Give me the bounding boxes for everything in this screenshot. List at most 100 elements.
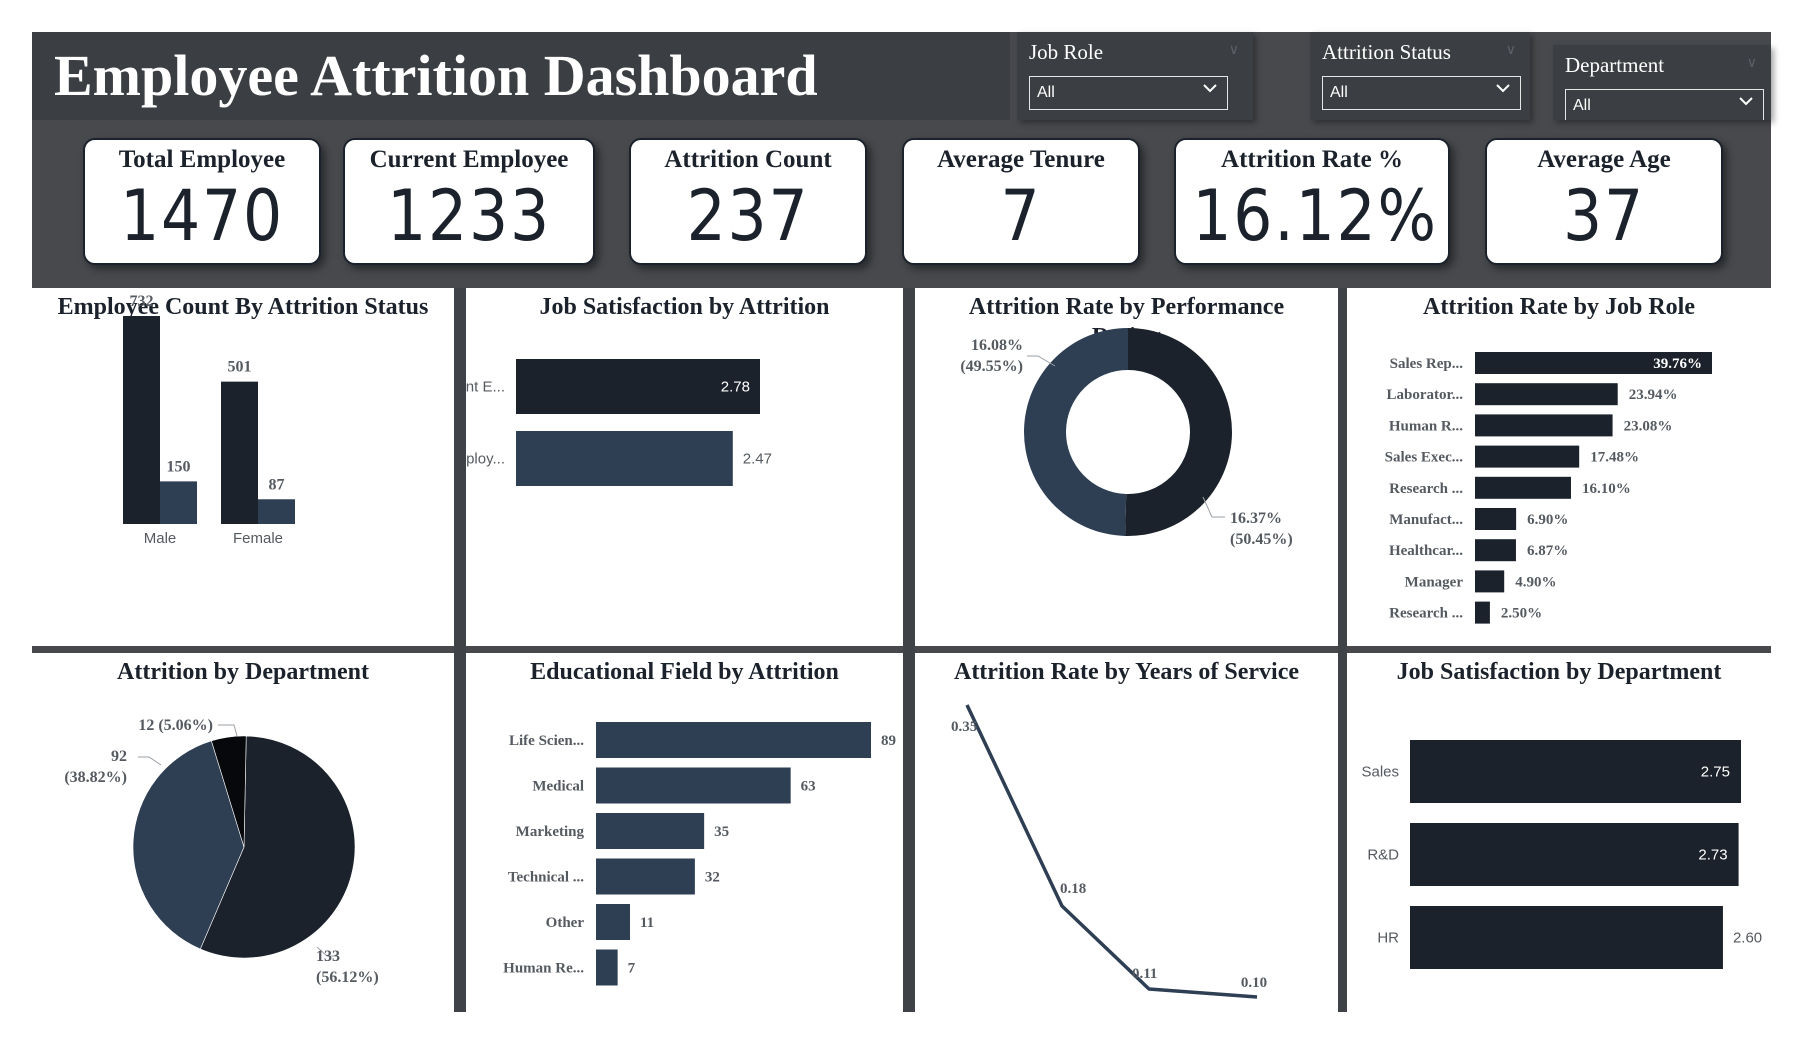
slicer-attrition-status: Attrition Status ∨ All	[1310, 32, 1530, 120]
bar	[596, 767, 791, 804]
kpi-card-average-age: Average Age 37	[1485, 138, 1723, 265]
data-label: 6.87%	[1527, 543, 1568, 559]
department-dropdown[interactable]: All	[1565, 89, 1764, 120]
y-tick-label: Research ...	[1389, 606, 1463, 622]
bar	[221, 381, 258, 524]
x-tick-label: Male	[144, 530, 177, 547]
data-label: (56.12%)	[316, 969, 379, 986]
chart-performance-rating: 16.37% (50.45%) 16.08% (49.55%)	[960, 328, 1293, 548]
data-label: 23.08%	[1624, 418, 1673, 434]
data-label: 2.78	[721, 379, 750, 396]
kpi-label: Average Tenure	[937, 146, 1105, 173]
slicer-department: Department ∨ All	[1553, 45, 1771, 120]
series-line	[965, 704, 1258, 999]
y-tick-label: HR	[1377, 930, 1399, 947]
data-label: (49.55%)	[960, 358, 1023, 375]
y-tick-label: Current E...	[466, 379, 505, 396]
panel-job-satisfaction-by-attrition: Job Satisfaction by Attrition Current E.…	[466, 288, 903, 646]
y-tick-label: Sales Exec...	[1385, 450, 1464, 466]
leader-line	[218, 724, 238, 737]
y-tick-label: Manufact...	[1389, 512, 1463, 528]
bar	[596, 949, 618, 986]
bar	[1410, 823, 1739, 886]
kpi-card-total-employee: Total Employee 1470	[83, 138, 321, 265]
data-label: 133	[316, 948, 340, 965]
data-label: (50.45%)	[1230, 531, 1293, 548]
chevron-down-icon[interactable]: ∨	[1746, 56, 1757, 71]
data-label: 16.37%	[1230, 510, 1282, 527]
kpi-label: Attrition Count	[664, 146, 832, 173]
bar	[1475, 476, 1571, 499]
bar	[1475, 445, 1580, 468]
data-label: 11	[640, 915, 654, 931]
data-label: 23.94%	[1629, 387, 1678, 403]
slicer-label: Job Role	[1029, 40, 1104, 64]
data-label: (38.82%)	[64, 769, 127, 786]
data-label: 2.75	[1701, 764, 1730, 781]
kpi-label: Attrition Rate %	[1221, 146, 1403, 173]
chart-department-pie: 133 (56.12%) 92 (38.82%) 12 (5.06%)	[64, 717, 379, 986]
bar	[258, 499, 295, 524]
bar	[1475, 383, 1618, 406]
panel-educational-field: Educational Field by Attrition Life Scie…	[466, 653, 903, 1012]
data-label: 12 (5.06%)	[138, 717, 213, 734]
y-tick-label: Sales Rep...	[1390, 356, 1464, 372]
data-label: 501	[228, 359, 252, 376]
bar	[596, 722, 871, 758]
chevron-down-icon	[1739, 97, 1753, 106]
y-tick-label: Marketing	[516, 824, 585, 840]
job-role-dropdown[interactable]: All	[1029, 76, 1228, 110]
data-label: 0.35	[951, 719, 977, 735]
column-divider	[454, 288, 466, 1012]
data-label: 2.50%	[1501, 606, 1542, 622]
y-tick-label: Healthcar...	[1389, 543, 1463, 559]
y-tick-label: R&D	[1367, 847, 1399, 864]
data-label: 6.90%	[1527, 512, 1568, 528]
kpi-label: Total Employee	[118, 146, 286, 173]
kpi-value: 237	[686, 175, 810, 257]
chevron-down-icon[interactable]: ∨	[1505, 43, 1516, 58]
row-divider	[32, 646, 1771, 653]
data-label: 63	[801, 779, 816, 795]
chevron-down-icon	[1203, 84, 1217, 93]
pie-slice	[211, 735, 247, 848]
bar	[1475, 414, 1613, 437]
y-tick-label: Other	[546, 915, 585, 931]
leader-line	[1202, 496, 1225, 518]
column-divider	[1338, 288, 1347, 1012]
chart-job-role: Sales Rep... 39.76% Laborator... 23.94% Huma…	[1385, 352, 1712, 624]
y-tick-label: Manager	[1405, 574, 1464, 590]
bar	[516, 431, 733, 486]
chart-title: Job Satisfaction by Department	[1396, 659, 1722, 685]
y-tick-label: Technical ...	[508, 870, 584, 886]
chart-title: Employee Count By Attrition Status	[57, 294, 429, 320]
dropdown-value: All	[1037, 84, 1055, 101]
pie-slice	[132, 740, 245, 950]
leader-line	[1027, 355, 1056, 367]
data-label: 89	[881, 733, 896, 749]
panel-attrition-by-department: Attrition by Department 133 (56.12%) 92 (38…	[32, 653, 454, 1012]
chevron-down-icon[interactable]: ∨	[1228, 43, 1239, 58]
column-divider	[903, 288, 915, 1012]
data-label: 35	[714, 824, 729, 840]
data-label: 732	[130, 293, 154, 310]
y-tick-label: Medical	[532, 779, 584, 795]
y-tick-label: Human R...	[1389, 418, 1463, 434]
y-tick-label: Research ...	[1389, 481, 1463, 497]
data-label: 87	[269, 476, 285, 493]
kpi-value: 7	[1000, 175, 1042, 257]
panel-attrition-rate-by-job-role: Attrition Rate by Job Role Sales Rep... 3…	[1347, 288, 1771, 646]
dropdown-value: All	[1330, 84, 1348, 101]
chart-title: Educational Field by Attrition	[530, 659, 839, 685]
kpi-card-attrition-rate: Attrition Rate % 16.12%	[1174, 138, 1450, 265]
data-label: 2.47	[743, 451, 772, 468]
y-tick-label: Laborator...	[1386, 387, 1463, 403]
chart-job-satisfaction-department: Sales 2.75 R&D 2.73 HR 2.60	[1361, 740, 1762, 969]
donut-slice	[1023, 328, 1128, 536]
leader-line	[316, 946, 337, 957]
data-label: 39.76%	[1653, 356, 1702, 372]
panel-attrition-rate-by-performance: Attrition Rate by Performance Rating 16.…	[915, 288, 1338, 646]
y-tick-label: Ex-Employ...	[466, 451, 505, 468]
attrition-status-dropdown[interactable]: All	[1322, 76, 1521, 110]
kpi-value: 37	[1563, 175, 1645, 257]
